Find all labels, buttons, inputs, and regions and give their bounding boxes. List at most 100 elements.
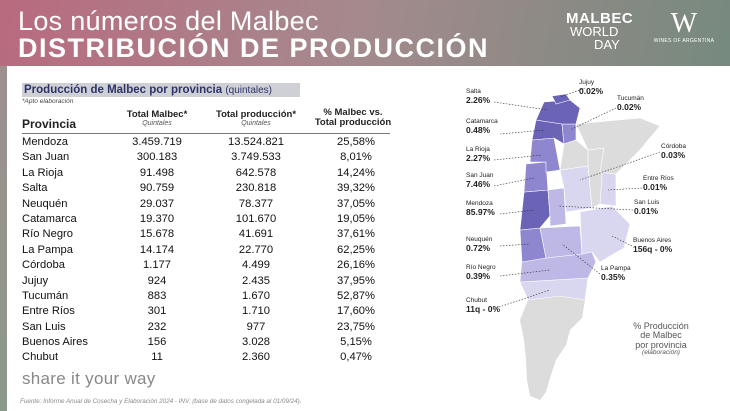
map-label-value: 0.01% xyxy=(634,205,659,216)
map-label-value: 0.48% xyxy=(466,124,491,135)
legend-line-4: (elaboración) xyxy=(642,349,680,357)
cell-pct: 37,61% xyxy=(337,228,375,241)
cell-pct: 25,58% xyxy=(337,136,375,148)
cell-province: Córdoba xyxy=(22,259,65,272)
cell-province: La Pampa xyxy=(22,243,73,256)
map-label: Entre Ríos 0.01% xyxy=(643,175,674,193)
map-label-value: 2.26% xyxy=(466,94,491,105)
map-label-value: 156q - 0% xyxy=(633,243,673,254)
map-label: San Juan 7.46% xyxy=(466,172,494,190)
table-title-text: Producción de Malbec por provincia xyxy=(24,84,223,96)
map-label: Buenos Aires 156q - 0% xyxy=(633,237,673,255)
table-row: Salta 90.759 230.818 39,32% xyxy=(22,182,392,197)
leader-rio-negro xyxy=(499,269,551,277)
col-header-total: Total producción* Quintales xyxy=(206,110,306,127)
leader-neuquen xyxy=(499,243,531,247)
col-header-total-label: Total producción* xyxy=(215,109,297,120)
cell-pct: 26,16% xyxy=(337,259,375,272)
map-jujuy xyxy=(551,93,571,105)
legend-line-3: por provincia xyxy=(635,339,687,350)
cell-total: 642.578 xyxy=(235,166,277,179)
leader-la-pampa xyxy=(561,243,601,275)
cell-province: Tucumán xyxy=(22,289,69,302)
table-row: San Luis 232 977 23,75% xyxy=(22,321,392,336)
table-row: Catamarca 19.370 101.670 19,05% xyxy=(22,213,392,228)
cell-province: Neuquén xyxy=(22,197,68,210)
leader-san-juan xyxy=(493,177,535,187)
map-label: Neuquén 0.72% xyxy=(466,236,493,254)
cell-total: 3.028 xyxy=(242,336,270,349)
map-label-name: Córdoba xyxy=(661,143,686,150)
map-label: La Pampa 0.35% xyxy=(601,265,631,283)
map-label: Catamarca 0.48% xyxy=(466,118,498,136)
table-row: La Pampa 14.174 22.770 62,25% xyxy=(22,244,392,259)
cell-pct: 17,60% xyxy=(337,305,375,318)
map-label: Córdoba 0.03% xyxy=(661,143,686,161)
cell-total: 1.710 xyxy=(242,305,270,318)
cell-pct: 19,05% xyxy=(337,212,375,225)
table-row: Chubut 11 2.360 0,47% xyxy=(22,351,392,366)
leader-jujuy xyxy=(559,87,586,98)
cell-total: 22.770 xyxy=(238,243,274,256)
cell-pct: 5,15% xyxy=(340,336,372,349)
table-title: Producción de Malbec por provincia (quin… xyxy=(22,83,300,97)
cell-malbec: 1.177 xyxy=(143,259,171,272)
table-row: Entre Ríos 301 1.710 17,60% xyxy=(22,305,392,320)
table-row: Buenos Aires 156 3.028 5,15% xyxy=(22,336,392,351)
cell-malbec: 15.678 xyxy=(139,228,175,241)
cell-malbec: 90.759 xyxy=(139,182,175,195)
leader-entre-rios xyxy=(607,187,643,191)
cell-province: Catamarca xyxy=(22,212,77,225)
map-label-name: Catamarca xyxy=(466,118,498,125)
cell-pct: 52,87% xyxy=(337,289,375,302)
leader-san-luis xyxy=(557,205,634,211)
map-label-name: Entre Ríos xyxy=(643,175,674,182)
map-san-juan xyxy=(523,161,549,193)
title-top: Los números del Malbec xyxy=(18,6,319,36)
cell-malbec: 232 xyxy=(147,320,167,333)
cell-pct: 23,75% xyxy=(337,320,375,333)
map-label-name: Tucumán xyxy=(617,95,644,102)
table-row: Mendoza 3.459.719 13.524.821 25,58% xyxy=(22,136,392,151)
map-label: Río Negro 0.39% xyxy=(466,264,496,282)
cell-province: San Luis xyxy=(22,320,66,333)
cell-pct: 37,95% xyxy=(337,274,375,287)
cell-malbec: 156 xyxy=(147,336,167,349)
map-label-name: Río Negro xyxy=(466,264,496,271)
map-santiago xyxy=(559,139,589,171)
cell-province: Jujuy xyxy=(22,274,49,287)
map-label: Salta 2.26% xyxy=(466,88,491,106)
map-label: Tucumán 0.02% xyxy=(617,95,644,113)
map-label-name: San Juan xyxy=(466,172,494,179)
map-label: San Luis 0.01% xyxy=(634,199,659,217)
cell-malbec: 91.498 xyxy=(139,166,175,179)
malbec-world-day-logo: MALBEC WORLD DAY xyxy=(566,11,633,51)
map-south-gray xyxy=(520,296,585,400)
cell-total: 101.670 xyxy=(235,212,277,225)
map-label-value: 0.02% xyxy=(579,85,604,96)
cell-malbec: 883 xyxy=(147,289,167,302)
map-label-name: Chubut xyxy=(466,297,487,304)
leader-la-rioja xyxy=(493,154,543,161)
left-accent-bar xyxy=(0,66,7,411)
map-label: Jujuy 0.02% xyxy=(579,79,604,97)
table-row: La Rioja 91.498 642.578 14,24% xyxy=(22,167,392,182)
map-label-name: La Pampa xyxy=(601,265,631,272)
leader-salta xyxy=(493,101,549,111)
cell-malbec: 29.037 xyxy=(139,197,175,210)
col-header-pct-1: % Malbec vs. xyxy=(323,107,383,118)
col-header-malbec-sub: Quintales xyxy=(142,119,172,127)
map-label-name: Buenos Aires xyxy=(633,237,672,244)
map-label-name: La Rioja xyxy=(466,146,490,153)
map-label-name: Neuquén xyxy=(466,236,493,243)
leader-buenos-aires xyxy=(611,235,633,247)
table-row: Neuquén 29.037 78.377 37,05% xyxy=(22,198,392,213)
map-label-name: Salta xyxy=(466,88,481,95)
cell-province: San Juan xyxy=(22,151,70,164)
cell-malbec: 300.183 xyxy=(136,151,178,164)
cell-province: Entre Ríos xyxy=(22,305,75,318)
table-row: Jujuy 924 2.435 37,95% xyxy=(22,275,392,290)
cell-total: 78.377 xyxy=(238,197,274,210)
map-label-value: 0.03% xyxy=(661,149,686,160)
